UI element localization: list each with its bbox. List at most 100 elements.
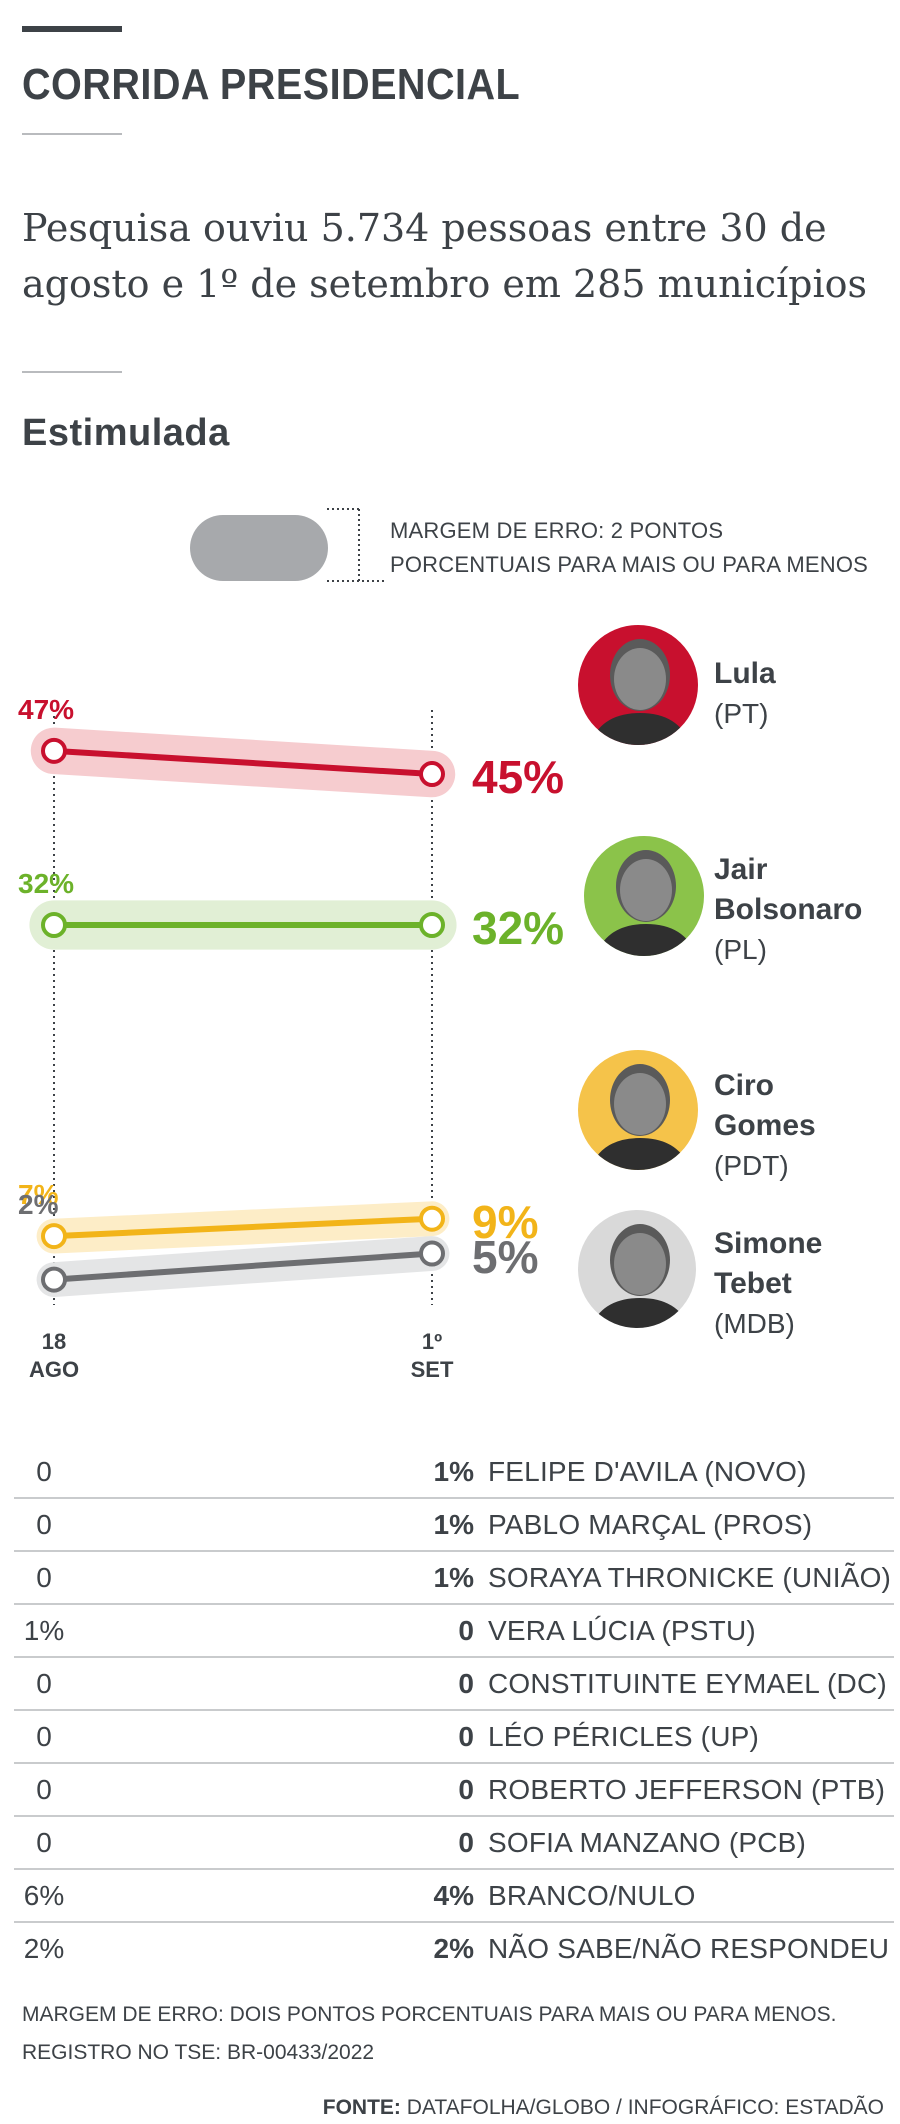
person-silhouette-icon <box>595 850 697 956</box>
source-text: DATAFOLHA/GLOBO / INFOGRÁFICO: ESTADÃO <box>406 2096 884 2119</box>
candidate-party: (PL) <box>714 934 767 965</box>
chart-margin-bands <box>29 727 457 1297</box>
cell-1-set: 0 <box>74 1604 488 1658</box>
cell-18-ago: 0 <box>14 1763 74 1817</box>
cell-candidate: VERA LÚCIA (PSTU) <box>488 1604 894 1658</box>
cell-18-ago: 0 <box>14 1816 74 1870</box>
candidate-name: Jair <box>714 853 768 886</box>
cell-candidate: LÉO PÉRICLES (UP) <box>488 1710 894 1764</box>
line-simone-tebet <box>53 1250 433 1283</box>
candidate-name: Gomes <box>714 1109 816 1142</box>
candidate-photo <box>578 625 698 745</box>
candidate-photo <box>578 1210 696 1328</box>
candidate-name: Lula <box>714 657 776 690</box>
table-row: 1% 0 VERA LÚCIA (PSTU) <box>14 1604 894 1658</box>
cell-1-set: 2% <box>433 1932 474 1964</box>
cell-18-ago: 0 <box>14 1551 74 1605</box>
table-row: 2% 2% NÃO SABE/NÃO RESPONDEU <box>14 1922 894 1974</box>
start-label-simone-tebet: 2% <box>18 1188 59 1220</box>
cell-1-set: 1% <box>74 1551 488 1605</box>
section-heading: Estimulada <box>22 412 230 454</box>
person-silhouette-icon <box>590 1224 690 1328</box>
table-row: 0 1% PABLO MARÇAL (PROS) <box>14 1498 894 1552</box>
line-lula <box>53 747 433 778</box>
margin-of-error-legend: MARGEM DE ERRO: 2 PONTOS PORCENTUAIS PAR… <box>390 518 869 577</box>
table-row: 0 1% FELIPE D'AVILA (NOVO) <box>14 1446 894 1499</box>
point-lula-0 <box>41 737 67 764</box>
cell-18-ago: 0 <box>14 1446 74 1499</box>
cell-candidate: BRANCO/NULO <box>488 1869 894 1923</box>
candidate-photo <box>584 836 704 956</box>
candidate-party: (PDT) <box>714 1150 789 1181</box>
cell-candidate: NÃO SABE/NÃO RESPONDEU <box>488 1932 890 1964</box>
cell-18-ago: 0 <box>14 1657 74 1711</box>
cell-18-ago: 0 <box>14 1498 74 1552</box>
cell-candidate: SOFIA MANZANO (PCB) <box>488 1816 894 1870</box>
title-underline <box>22 133 122 135</box>
final-label-jair-bolsonaro: 32% <box>472 902 565 954</box>
final-label-simone-tebet: 5% <box>472 1230 539 1283</box>
cell-18-ago: 0 <box>14 1710 74 1764</box>
table-row: 0 0 SOFIA MANZANO (PCB) <box>14 1816 894 1870</box>
x-tick-bottom: AGO <box>28 1357 80 1382</box>
candidate-name: Tebet <box>714 1267 792 1300</box>
legend-bracket <box>327 508 385 582</box>
footer-registry-note: REGISTRO NO TSE: BR-00433/2022 <box>22 2041 375 2064</box>
cell-candidate: CONSTITUINTE EYMAEL (DC) <box>488 1657 894 1711</box>
point-jair-bolsonaro-0 <box>41 912 67 938</box>
margin-of-error-swatch <box>190 515 328 581</box>
chart-series-lines <box>53 747 433 1283</box>
start-label-ciro-gomes: 7% <box>18 1179 59 1211</box>
page-title: CORRIDA PRESIDENCIAL <box>22 60 521 109</box>
table-row: 0 1% SORAYA THRONICKE (UNIÃO) <box>14 1551 894 1605</box>
point-ciro-gomes-0 <box>41 1223 67 1250</box>
table-row: 0 0 CONSTITUINTE EYMAEL (DC) <box>14 1657 894 1711</box>
top-rule <box>22 26 122 32</box>
candidate-name: Ciro <box>714 1069 774 1102</box>
candidate-party: (MDB) <box>714 1308 795 1339</box>
cell-18-ago: 6% <box>14 1869 74 1923</box>
subtitle-divider <box>22 371 122 373</box>
table-row: 6% 4% BRANCO/NULO <box>14 1869 894 1923</box>
person-silhouette-icon <box>589 639 691 745</box>
cell-candidate: FELIPE D'AVILA (NOVO) <box>488 1446 894 1499</box>
start-label-jair-bolsonaro: 32% <box>18 868 75 899</box>
point-lula-1 <box>419 761 445 788</box>
x-tick-top: 18 <box>41 1329 67 1354</box>
cell-18-ago: 1% <box>14 1604 74 1658</box>
point-simone-tebet-0 <box>41 1266 67 1293</box>
candidate-name: Bolsonaro <box>714 893 863 926</box>
final-label-lula: 45% <box>472 751 565 804</box>
x-tick-1: 1º SET <box>392 1328 472 1384</box>
line-ciro-gomes <box>53 1215 433 1240</box>
x-tick-top: 1º <box>421 1329 443 1354</box>
footer-margin-note: MARGEM DE ERRO: DOIS PONTOS PORCENTUAIS … <box>22 2003 837 2026</box>
person-silhouette-icon <box>589 1064 691 1170</box>
start-label-lula: 47% <box>18 693 75 725</box>
point-ciro-gomes-1 <box>419 1205 445 1232</box>
chart-points <box>41 737 445 1293</box>
candidate-party: (PT) <box>714 698 769 729</box>
candidate-name: Simone <box>714 1227 823 1260</box>
line-chart <box>29 710 457 1305</box>
cell-1-set: 1% <box>74 1498 488 1552</box>
other-candidates-table: 0 1% FELIPE D'AVILA (NOVO) 0 1% PABLO MARÇAL … <box>14 1446 894 1974</box>
cell-1-set: 1% <box>74 1446 488 1499</box>
page-subtitle: Pesquisa ouviu 5.734 pessoas entre 30 de… <box>22 206 868 306</box>
final-label-ciro-gomes: 9% <box>472 1195 539 1248</box>
point-simone-tebet-1 <box>419 1240 445 1267</box>
source-credit: FONTE: DATAFOLHA/GLOBO / INFOGRÁFICO: ES… <box>323 2096 884 2120</box>
cell-18-ago: 2% <box>23 1932 65 1964</box>
x-tick-bottom: SET <box>410 1357 454 1382</box>
table-row: 0 0 LÉO PÉRICLES (UP) <box>14 1710 894 1764</box>
x-tick-0: 18 AGO <box>14 1328 94 1384</box>
cell-candidate: SORAYA THRONICKE (UNIÃO) <box>488 1551 894 1605</box>
cell-1-set: 0 <box>74 1657 488 1711</box>
cell-1-set: 0 <box>74 1816 488 1870</box>
table-row: 0 0 ROBERTO JEFFERSON (PTB) <box>14 1763 894 1817</box>
cell-candidate: PABLO MARÇAL (PROS) <box>488 1498 894 1552</box>
point-jair-bolsonaro-1 <box>419 912 445 938</box>
candidate-photo <box>578 1050 698 1170</box>
source-label: FONTE: <box>322 2096 401 2119</box>
cell-1-set: 0 <box>74 1763 488 1817</box>
